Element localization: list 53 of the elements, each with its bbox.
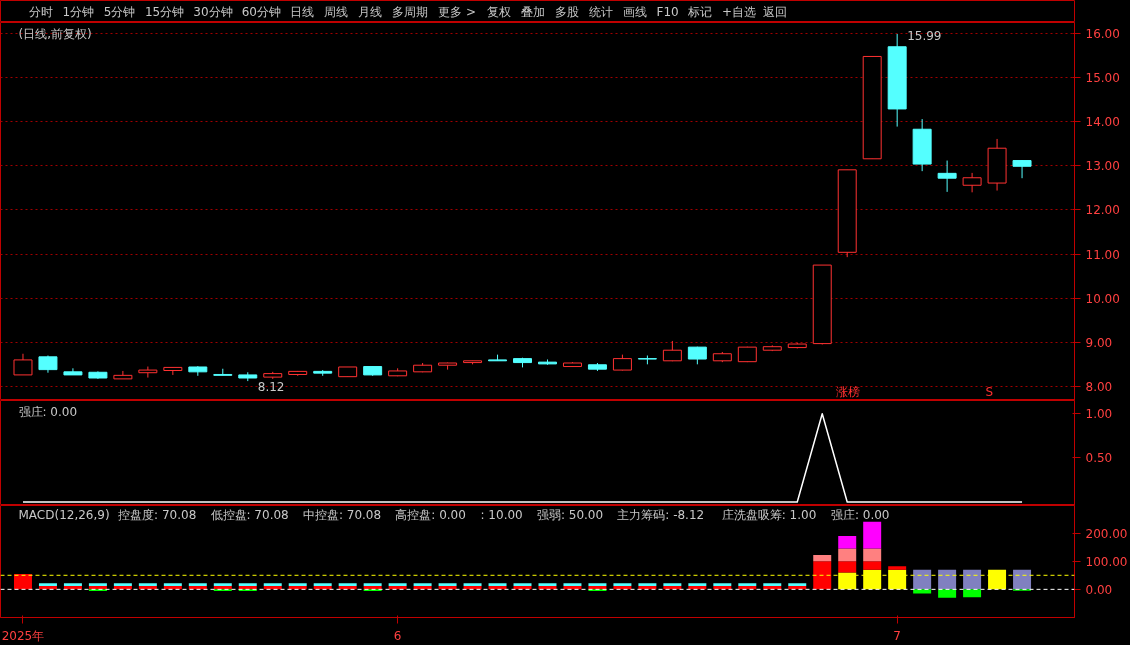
text: 30分钟 <box>193 4 233 19</box>
y-tick-label: 13.00 <box>1085 159 1120 174</box>
annotation: 低控盘: 70.08 <box>210 507 289 522</box>
y-tick-label: 15.00 <box>1085 71 1120 86</box>
annotation: 8.12 <box>257 380 285 395</box>
text: 返回 <box>763 4 788 19</box>
annotation: 强庄: 0.00 <box>830 507 890 522</box>
annotation: 中控盘: 70.08 <box>302 507 382 522</box>
y-tick-label: 9.00 <box>1085 335 1113 350</box>
annotation: 庄洗盘吸筹: 1.00 <box>721 507 817 522</box>
annotation: 强弱: 50.00 <box>536 507 604 522</box>
text: +自选 <box>722 4 757 19</box>
x-tick-label: 7 <box>893 628 901 643</box>
text: 叠加 <box>520 4 545 19</box>
y-tick-label: 8.00 <box>1085 379 1113 394</box>
text: 更多 > <box>438 4 476 19</box>
y-tick-label: 0.00 <box>1085 582 1113 597</box>
annotation: 15.99 <box>907 28 942 43</box>
text: 日线 <box>290 4 315 19</box>
y-tick-label: 11.00 <box>1085 247 1120 262</box>
y-tick-label: 14.00 <box>1085 115 1120 130</box>
y-tick-label: 16.00 <box>1085 27 1120 42</box>
text: F10 <box>656 4 679 19</box>
y-tick-label: 12.00 <box>1085 203 1120 218</box>
x-tick-label: 2025年 <box>1 628 45 643</box>
text: 分时 <box>28 4 53 19</box>
text: 多股 <box>554 4 579 19</box>
y-tick-label: 10.00 <box>1085 291 1120 306</box>
text: 1分钟 <box>62 4 95 19</box>
text: 多周期 <box>392 4 429 19</box>
text: 画线 <box>622 4 647 19</box>
chart-title: (日线,前复权) <box>18 26 92 41</box>
x-tick-label: 6 <box>393 628 402 643</box>
annotation: MACD(12,26,9) <box>18 507 110 522</box>
text: 周线 <box>324 4 349 19</box>
text: 统计 <box>588 4 613 19</box>
text: 复权 <box>486 4 511 19</box>
y-tick-label: 1.00 <box>1085 407 1113 422</box>
annotation: 主力筹码: -8.12 <box>617 507 705 522</box>
text: 5分钟 <box>103 4 136 19</box>
chart-title: 强庄: 0.00 <box>18 404 78 419</box>
annotation: S <box>985 384 994 399</box>
text: 15分钟 <box>144 4 185 19</box>
y-tick-label: 200.00 <box>1085 526 1128 541</box>
annotation: 涨榜 <box>835 384 860 399</box>
text: 月线 <box>358 4 383 19</box>
annotation: : 10.00 <box>480 507 523 522</box>
text: 标记 <box>687 4 713 19</box>
annotation: 控盘度: 70.08 <box>118 507 197 522</box>
annotation: 高控盘: 0.00 <box>395 507 466 522</box>
y-tick-label: 0.50 <box>1085 451 1113 466</box>
y-tick-label: 100.00 <box>1085 554 1128 569</box>
text: 60分钟 <box>241 4 281 19</box>
